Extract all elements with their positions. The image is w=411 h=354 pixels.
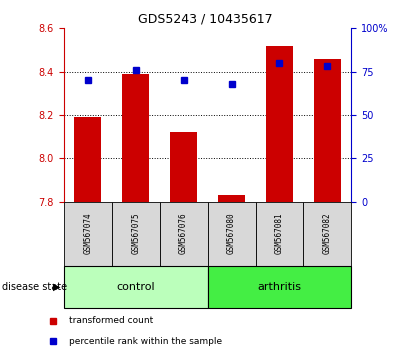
Bar: [314, 59, 341, 202]
Bar: [74, 117, 101, 202]
Text: transformed count: transformed count: [69, 316, 154, 325]
Text: control: control: [116, 282, 155, 292]
Bar: [112, 202, 159, 266]
Bar: [171, 132, 197, 202]
Text: GDS5243 / 10435617: GDS5243 / 10435617: [138, 12, 273, 25]
Bar: [64, 202, 112, 266]
Bar: [256, 202, 303, 266]
Text: disease state: disease state: [2, 282, 67, 292]
Bar: [208, 266, 351, 308]
Bar: [208, 202, 256, 266]
Text: arthritis: arthritis: [257, 282, 302, 292]
Text: GSM567075: GSM567075: [131, 213, 140, 255]
Text: GSM567082: GSM567082: [323, 213, 332, 255]
Bar: [303, 202, 351, 266]
Bar: [64, 266, 208, 308]
Text: percentile rank within the sample: percentile rank within the sample: [69, 337, 223, 346]
Bar: [266, 46, 293, 202]
Text: ▶: ▶: [53, 282, 61, 292]
Text: GSM567074: GSM567074: [83, 213, 92, 255]
Text: GSM567081: GSM567081: [275, 213, 284, 255]
Text: GSM567076: GSM567076: [179, 213, 188, 255]
Text: GSM567080: GSM567080: [227, 213, 236, 255]
Bar: [122, 74, 149, 202]
Bar: [218, 195, 245, 202]
Bar: [159, 202, 208, 266]
